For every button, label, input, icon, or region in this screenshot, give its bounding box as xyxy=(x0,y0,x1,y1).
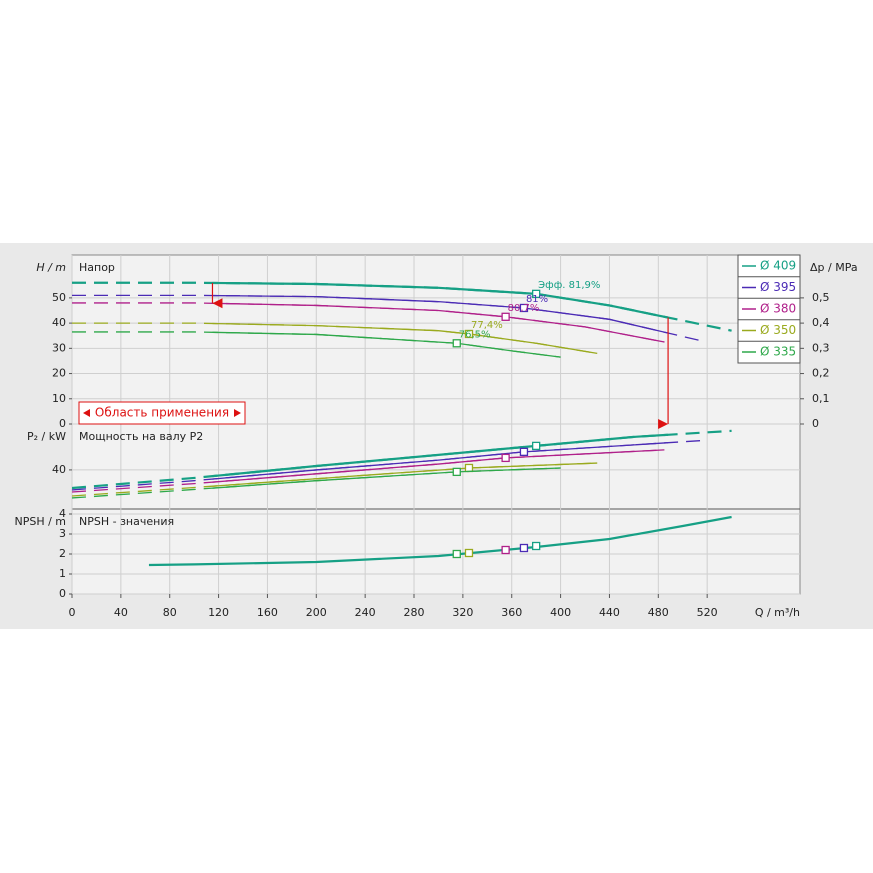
y2-tick-label: 0,5 xyxy=(812,291,830,304)
operating-point xyxy=(464,329,474,339)
x-tick-label: 200 xyxy=(306,606,327,619)
range-marker xyxy=(658,419,669,429)
y2-tick-label: 0,3 xyxy=(812,341,830,354)
x-tick-label: 480 xyxy=(648,606,669,619)
curve xyxy=(212,433,669,478)
arrow xyxy=(234,409,241,417)
efficiency-label: 80,7% xyxy=(508,303,540,314)
x-tick-label: 160 xyxy=(257,606,278,619)
curve xyxy=(212,302,665,343)
panel-title: NPSH - значения xyxy=(79,515,174,528)
y-tick-label: 3 xyxy=(59,527,66,540)
operating-point xyxy=(519,447,529,456)
operating-point xyxy=(501,453,510,463)
y2-tick-label: 0,2 xyxy=(812,367,830,380)
x-tick-label: 440 xyxy=(599,606,620,619)
y-tick-label: 50 xyxy=(52,291,66,304)
x-tick-label: 280 xyxy=(404,606,425,619)
operating-point xyxy=(532,441,541,451)
curve xyxy=(212,442,669,480)
x-tick-label: 120 xyxy=(208,606,229,619)
curve xyxy=(212,294,669,334)
y-tick-label: 20 xyxy=(52,367,66,380)
y-tick-label: 10 xyxy=(52,392,66,405)
y2-tick-label: 0,1 xyxy=(812,392,830,405)
legend-label: Ø 335 xyxy=(760,345,796,359)
operating-point xyxy=(532,541,541,551)
x-tick-label: 320 xyxy=(452,606,473,619)
application-label: Область применения xyxy=(95,406,229,420)
legend-label: Ø 409 xyxy=(760,259,796,273)
x-tick-label: 400 xyxy=(550,606,571,619)
efficiency-label: Эфф. 81,9% xyxy=(538,280,600,291)
y-tick-label: 30 xyxy=(52,341,66,354)
efficiency-label: 76,5% xyxy=(459,329,491,340)
operating-point xyxy=(464,463,474,473)
curve xyxy=(212,467,561,489)
operating-point xyxy=(452,467,461,477)
curve xyxy=(212,322,598,355)
y2-axis-label: Δp / MPa xyxy=(810,261,858,274)
x-tick-label: 520 xyxy=(697,606,718,619)
y2-tick-label: 0 xyxy=(812,417,819,430)
y-tick-label: 0 xyxy=(59,587,66,600)
x-tick-label: 40 xyxy=(114,606,128,619)
curve-dashed xyxy=(72,429,732,490)
y-tick-label: 1 xyxy=(59,567,66,580)
range-marker xyxy=(212,298,223,309)
operating-point xyxy=(501,545,510,555)
y-tick-label: 40 xyxy=(52,316,66,329)
operating-point xyxy=(452,339,461,348)
y-axis-label: H / m xyxy=(36,261,66,274)
efficiency-label: 81% xyxy=(526,294,548,305)
curve xyxy=(212,331,561,358)
curves: Эфф. 81,9% Ø 409 81% Ø 395 80,7% Ø 380 77,4% Ø … xyxy=(72,259,800,567)
curve xyxy=(212,449,665,483)
operating-point xyxy=(452,549,461,559)
panel-title: Мощность на валу P2 xyxy=(79,430,203,443)
y-tick-label: 40 xyxy=(52,463,66,476)
curve xyxy=(212,462,598,487)
y-tick-label: 2 xyxy=(59,547,66,560)
operating-point xyxy=(519,543,529,553)
x-tick-label: 0 xyxy=(69,606,76,619)
efficiency-label: 77,4% xyxy=(471,320,503,331)
arrow xyxy=(83,409,90,417)
y-axis-label: NPSH / m xyxy=(14,515,66,528)
x-tick-label: 240 xyxy=(355,606,376,619)
legend xyxy=(737,254,801,364)
curve xyxy=(212,281,669,319)
operating-point xyxy=(532,289,541,298)
x-tick-label: 360 xyxy=(501,606,522,619)
legend-label: Ø 350 xyxy=(760,323,796,337)
operating-point xyxy=(464,548,474,558)
legend-label: Ø 395 xyxy=(760,280,796,294)
y2-tick-label: 0,4 xyxy=(812,316,830,329)
panel-title: Напор xyxy=(79,261,115,274)
curve xyxy=(148,515,732,567)
x-axis-label: Q / m³/h xyxy=(755,606,800,619)
legend-label: Ø 380 xyxy=(760,302,796,316)
operating-point xyxy=(519,303,529,313)
operating-point xyxy=(501,312,510,321)
y-tick-label: 4 xyxy=(59,507,66,520)
y-tick-label: 0 xyxy=(59,417,66,430)
y-axis-label: P₂ / kW xyxy=(27,430,66,443)
x-tick-label: 80 xyxy=(163,606,177,619)
application-box xyxy=(78,401,246,425)
